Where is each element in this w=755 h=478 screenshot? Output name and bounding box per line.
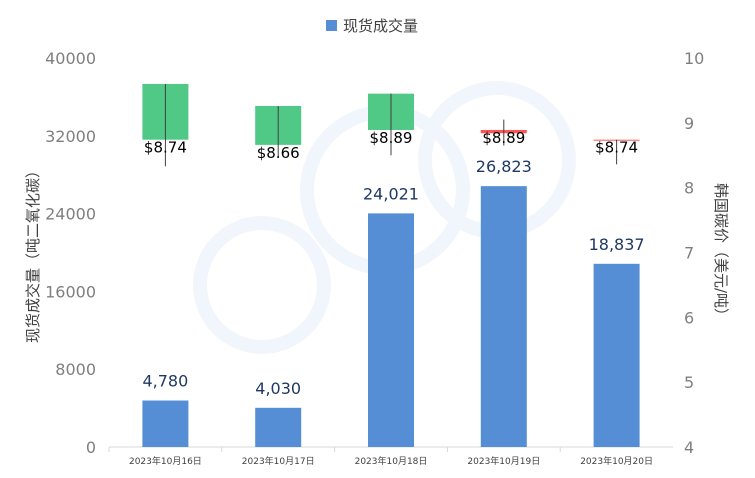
price-label: $8.89 bbox=[482, 129, 525, 147]
price-label: $8.74 bbox=[595, 139, 638, 157]
y-left-tick: 8000 bbox=[55, 360, 96, 379]
volume-bar bbox=[480, 186, 527, 447]
volume-label: 4,030 bbox=[255, 379, 301, 398]
volume-label: 4,780 bbox=[142, 372, 188, 391]
volume-label: 18,837 bbox=[589, 235, 645, 254]
volume-bar bbox=[142, 400, 189, 447]
price-label: $8.66 bbox=[257, 144, 300, 162]
y-axis-right-title: 韩国碳价（美元/吨） bbox=[712, 183, 730, 323]
price-label: $8.74 bbox=[144, 139, 187, 157]
y-axis-left-title: 现货成交量（吨二氧化碳） bbox=[24, 163, 42, 343]
y-left-tick: 40000 bbox=[45, 49, 96, 68]
y-right-tick: 8 bbox=[684, 179, 694, 198]
y-right-tick: 6 bbox=[684, 308, 694, 327]
y-left-tick: 0 bbox=[86, 438, 96, 457]
volume-bar bbox=[368, 213, 414, 447]
y-right-tick: 10 bbox=[684, 49, 704, 68]
y-left-tick: 24000 bbox=[45, 205, 96, 224]
x-tick-label: 2023年10月18日 bbox=[355, 455, 428, 467]
price-label: $8.89 bbox=[370, 129, 413, 147]
volume-label: 26,823 bbox=[476, 157, 532, 176]
x-tick-label: 2023年10月19日 bbox=[467, 455, 540, 467]
y-right-tick: 5 bbox=[684, 373, 694, 392]
y-left-tick: 32000 bbox=[45, 127, 96, 146]
x-tick-label: 2023年10月20日 bbox=[580, 455, 653, 467]
volume-label: 24,021 bbox=[363, 184, 419, 203]
y-right-tick: 7 bbox=[684, 244, 694, 263]
y-left-tick: 16000 bbox=[45, 282, 96, 301]
x-tick-label: 2023年10月16日 bbox=[129, 455, 202, 467]
y-right-tick: 4 bbox=[684, 438, 694, 457]
legend-label: 现货成交量 bbox=[343, 17, 418, 35]
plot-area: 0 8000 16000 24000 32000 40000 4 5 6 7 8 9 10 2023年10… bbox=[45, 49, 704, 467]
legend-swatch bbox=[326, 20, 337, 31]
y-right-tick: 9 bbox=[684, 114, 694, 133]
volume-bar bbox=[255, 407, 302, 447]
x-tick-label: 2023年10月17日 bbox=[242, 455, 315, 467]
volume-bar bbox=[593, 263, 640, 447]
legend: 现货成交量 bbox=[326, 17, 418, 35]
